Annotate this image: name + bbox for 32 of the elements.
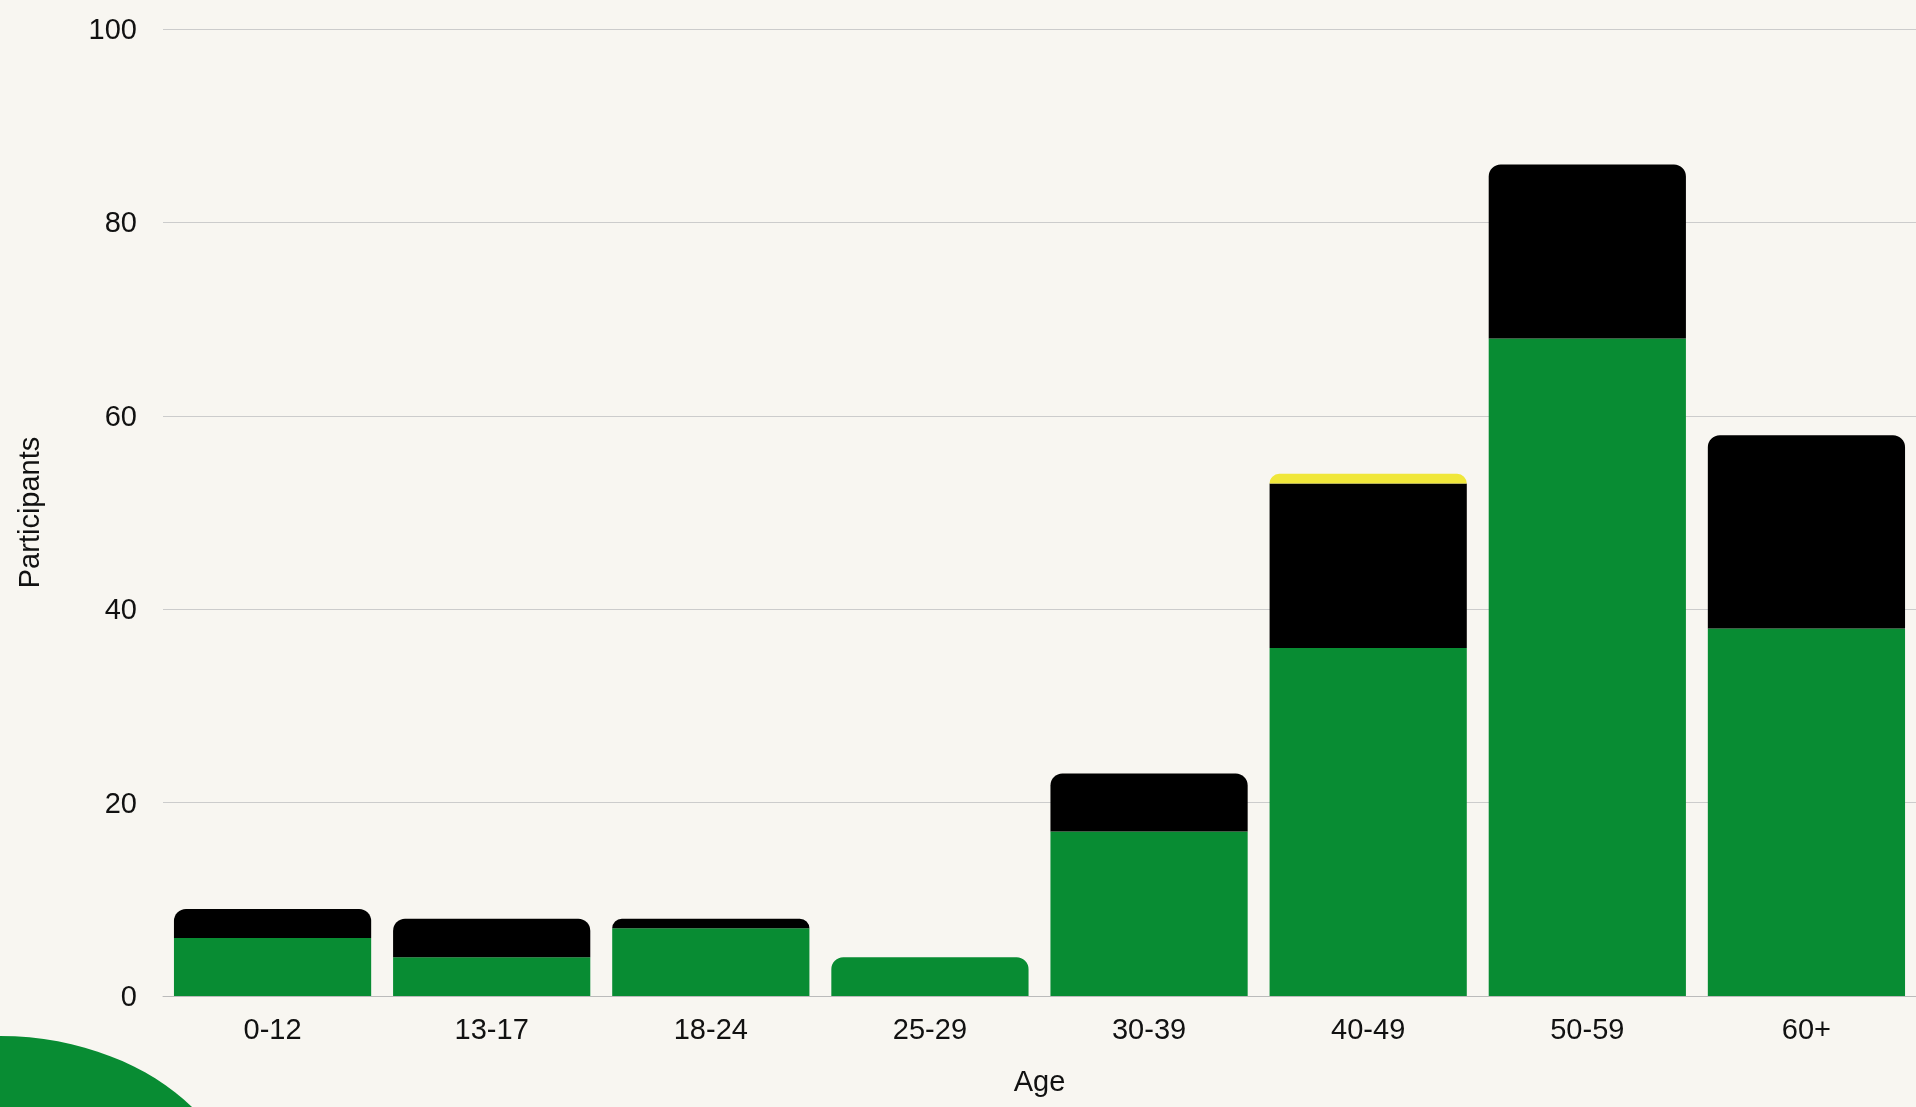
y-tick-label: 40 bbox=[104, 593, 137, 626]
y-axis-title: Participants bbox=[12, 436, 45, 589]
x-axis-title: Age bbox=[1013, 1064, 1066, 1097]
y-tick-label: 80 bbox=[104, 206, 137, 239]
bar bbox=[612, 918, 810, 929]
y-tick-label: 100 bbox=[88, 13, 137, 45]
bar bbox=[1269, 647, 1467, 996]
x-tick-label: 0-12 bbox=[243, 1012, 302, 1045]
x-tick-label: 25-29 bbox=[892, 1012, 968, 1045]
bar bbox=[1050, 831, 1248, 996]
bar bbox=[173, 908, 372, 938]
bar bbox=[1707, 628, 1906, 996]
x-tick-label: 50-59 bbox=[1550, 1012, 1625, 1045]
bar bbox=[831, 957, 1029, 996]
bar bbox=[612, 928, 810, 996]
bar bbox=[173, 937, 372, 996]
bar bbox=[1488, 338, 1686, 996]
bar bbox=[1269, 483, 1467, 648]
x-tick-label: 40-49 bbox=[1331, 1012, 1406, 1045]
x-tick-label: 18-24 bbox=[673, 1012, 748, 1045]
y-tick-label: 60 bbox=[104, 399, 137, 432]
x-tick-label: 13-17 bbox=[454, 1012, 529, 1045]
bar bbox=[1050, 773, 1248, 832]
bar bbox=[1707, 435, 1906, 629]
bar bbox=[393, 918, 591, 958]
bar bbox=[1488, 164, 1686, 339]
bar bbox=[1269, 473, 1467, 484]
y-tick-label: 20 bbox=[104, 786, 137, 819]
bar bbox=[393, 957, 591, 996]
x-tick-label: 60+ bbox=[1781, 1012, 1832, 1045]
y-tick-label: 0 bbox=[120, 980, 137, 1012]
x-tick-label: 30-39 bbox=[1111, 1012, 1187, 1045]
